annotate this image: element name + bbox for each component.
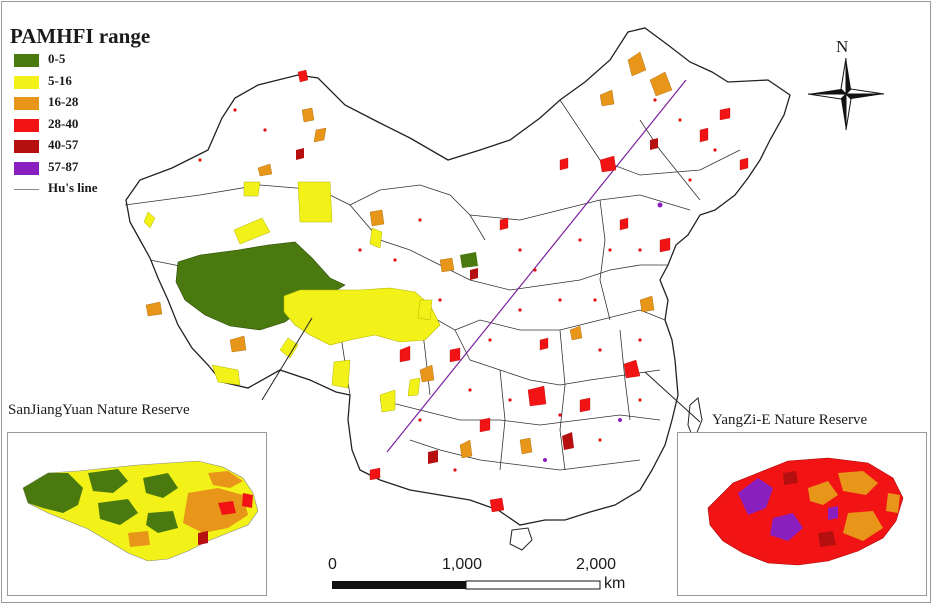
scale-tick-1000: 1,000 [442,556,483,573]
pa-patches-28-40 [297,69,749,513]
sanjiangyuan-leader-line [261,317,313,401]
legend-swatch [14,75,39,89]
scale-bar [332,580,601,590]
pa-patches-57-87 [543,202,663,462]
pa-patches-40-57 [296,138,658,464]
legend-label: 57-87 [48,158,79,174]
legend-swatch [14,97,39,110]
legend-label: 28-40 [48,115,79,131]
north-arrow-compass-icon [807,57,885,131]
pa-patch-0-5-small [460,252,478,268]
pa-patch-5-16-large [283,287,441,346]
sanjiangyuan-inset-map [22,460,259,562]
pa-scatter-dots [198,98,717,472]
legend-swatch [14,54,39,67]
hainan-island [509,527,533,551]
hu-line [386,79,687,453]
legend-label: Hu's line [48,180,98,195]
scale-tick-2000: 2,000 [576,556,617,573]
legend-label: 5-16 [48,72,72,88]
yangzi-leader-line [644,371,701,423]
legend-title: PAMHFI range [10,24,151,48]
pa-patches-16-28 [145,51,673,459]
sanjiangyuan-inset [7,432,267,596]
yangzi-label: YangZi-E Nature Reserve [712,412,868,428]
yangzi-inset [677,432,927,596]
legend-swatch [14,140,39,153]
legend-label: 16-28 [48,94,79,109]
scale-tick-0: 0 [328,556,337,573]
legend-label: 40-57 [48,137,79,152]
china-outline [125,27,791,526]
legend-swatch [14,161,39,175]
hu-line-swatch [14,189,39,190]
pa-patches-5-16 [143,181,433,413]
taiwan-island [687,397,703,442]
legend-swatch [14,118,39,132]
north-label: N [836,37,849,56]
sanjiangyuan-label: SanJiangYuan Nature Reserve [8,402,190,418]
yangzi-inset-map [707,457,904,566]
legend-label: 0-5 [48,51,66,66]
scale-unit: km [604,575,626,592]
